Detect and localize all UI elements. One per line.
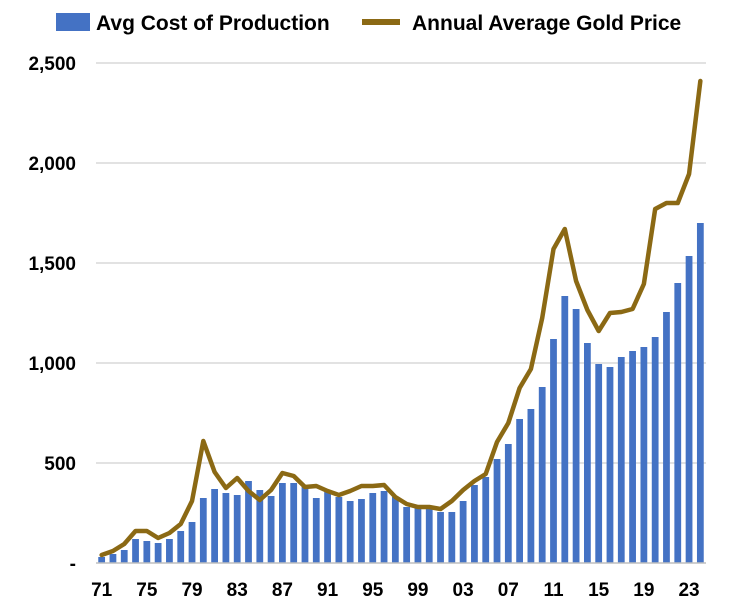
bar	[471, 485, 478, 563]
bar	[459, 501, 467, 563]
bar-series-avg-cost	[98, 223, 704, 563]
bar	[448, 512, 456, 563]
y-tick-label: -	[70, 554, 76, 575]
bar	[674, 283, 682, 563]
x-tick-label: 23	[678, 580, 699, 601]
bar	[527, 409, 535, 563]
bar	[391, 497, 399, 563]
x-tick-label: 11	[543, 580, 564, 601]
bar	[143, 541, 151, 563]
x-tick-label: 87	[272, 580, 293, 601]
bar	[358, 499, 365, 563]
x-tick-label: 03	[453, 580, 474, 601]
y-axis: - 500 1,000 1,500 2,000 2,500	[28, 54, 76, 575]
x-tick-label: 83	[227, 580, 248, 601]
y-tick-label: 1,000	[28, 354, 76, 375]
bar	[369, 493, 377, 563]
bar	[617, 357, 625, 563]
bar	[640, 347, 648, 563]
x-tick-label: 99	[407, 580, 428, 601]
bar	[279, 483, 286, 563]
bar	[346, 501, 354, 563]
bar	[561, 296, 569, 563]
bar	[301, 487, 309, 563]
bar	[256, 490, 264, 563]
bar	[595, 364, 603, 563]
bar	[154, 543, 162, 563]
x-axis: 71 75 79 83 87 91 95 99 03 07 11 15 19 23	[91, 562, 706, 601]
gridlines	[96, 62, 706, 464]
bar	[516, 419, 523, 563]
bar	[493, 459, 501, 563]
bar	[437, 512, 444, 563]
x-tick-label: 07	[498, 580, 519, 601]
x-tick-label: 19	[633, 580, 654, 601]
x-tick-label: 71	[91, 580, 113, 601]
bar	[120, 550, 128, 563]
bar	[109, 554, 117, 563]
bar	[538, 387, 546, 563]
bar	[335, 497, 343, 563]
x-tick-label: 79	[181, 580, 202, 601]
bar	[312, 498, 320, 563]
legend-swatch-avg-cost	[56, 13, 90, 31]
bar	[414, 507, 422, 563]
y-tick-label: 2,500	[28, 54, 76, 75]
bar	[380, 491, 388, 563]
bar	[290, 483, 298, 563]
bar	[550, 339, 557, 563]
bar	[222, 493, 230, 563]
x-tick-label: 15	[588, 580, 610, 601]
x-tick-label: 75	[136, 580, 158, 601]
bar	[188, 522, 196, 563]
bar	[629, 351, 636, 563]
bar	[199, 498, 207, 563]
bar	[177, 531, 185, 563]
y-tick-label: 1,500	[28, 254, 76, 275]
legend-label-avg-cost: Avg Cost of Production	[96, 12, 330, 35]
bar	[166, 539, 173, 563]
bar	[233, 495, 241, 563]
bar	[403, 507, 411, 563]
x-tick-label: 91	[317, 580, 339, 601]
x-tick-label: 95	[362, 580, 384, 601]
y-tick-label: 2,000	[28, 154, 76, 175]
bar	[211, 489, 218, 563]
line-series-gold-price	[99, 78, 703, 558]
bar	[584, 343, 591, 563]
bar	[425, 509, 433, 563]
gold-price-line	[99, 78, 703, 558]
bar	[245, 481, 252, 563]
bar	[572, 309, 580, 563]
bar	[482, 477, 490, 563]
bar	[651, 337, 659, 563]
bar	[98, 557, 106, 563]
bar	[267, 496, 275, 563]
y-tick-label: 500	[44, 454, 76, 475]
bar	[324, 491, 331, 563]
bar	[606, 367, 614, 563]
bar	[504, 444, 512, 563]
legend: Avg Cost of Production Annual Average Go…	[56, 12, 681, 35]
bar	[696, 223, 704, 563]
bar	[685, 256, 693, 563]
bar	[132, 539, 139, 563]
legend-label-gold-price: Annual Average Gold Price	[412, 12, 681, 35]
bar	[663, 312, 670, 563]
